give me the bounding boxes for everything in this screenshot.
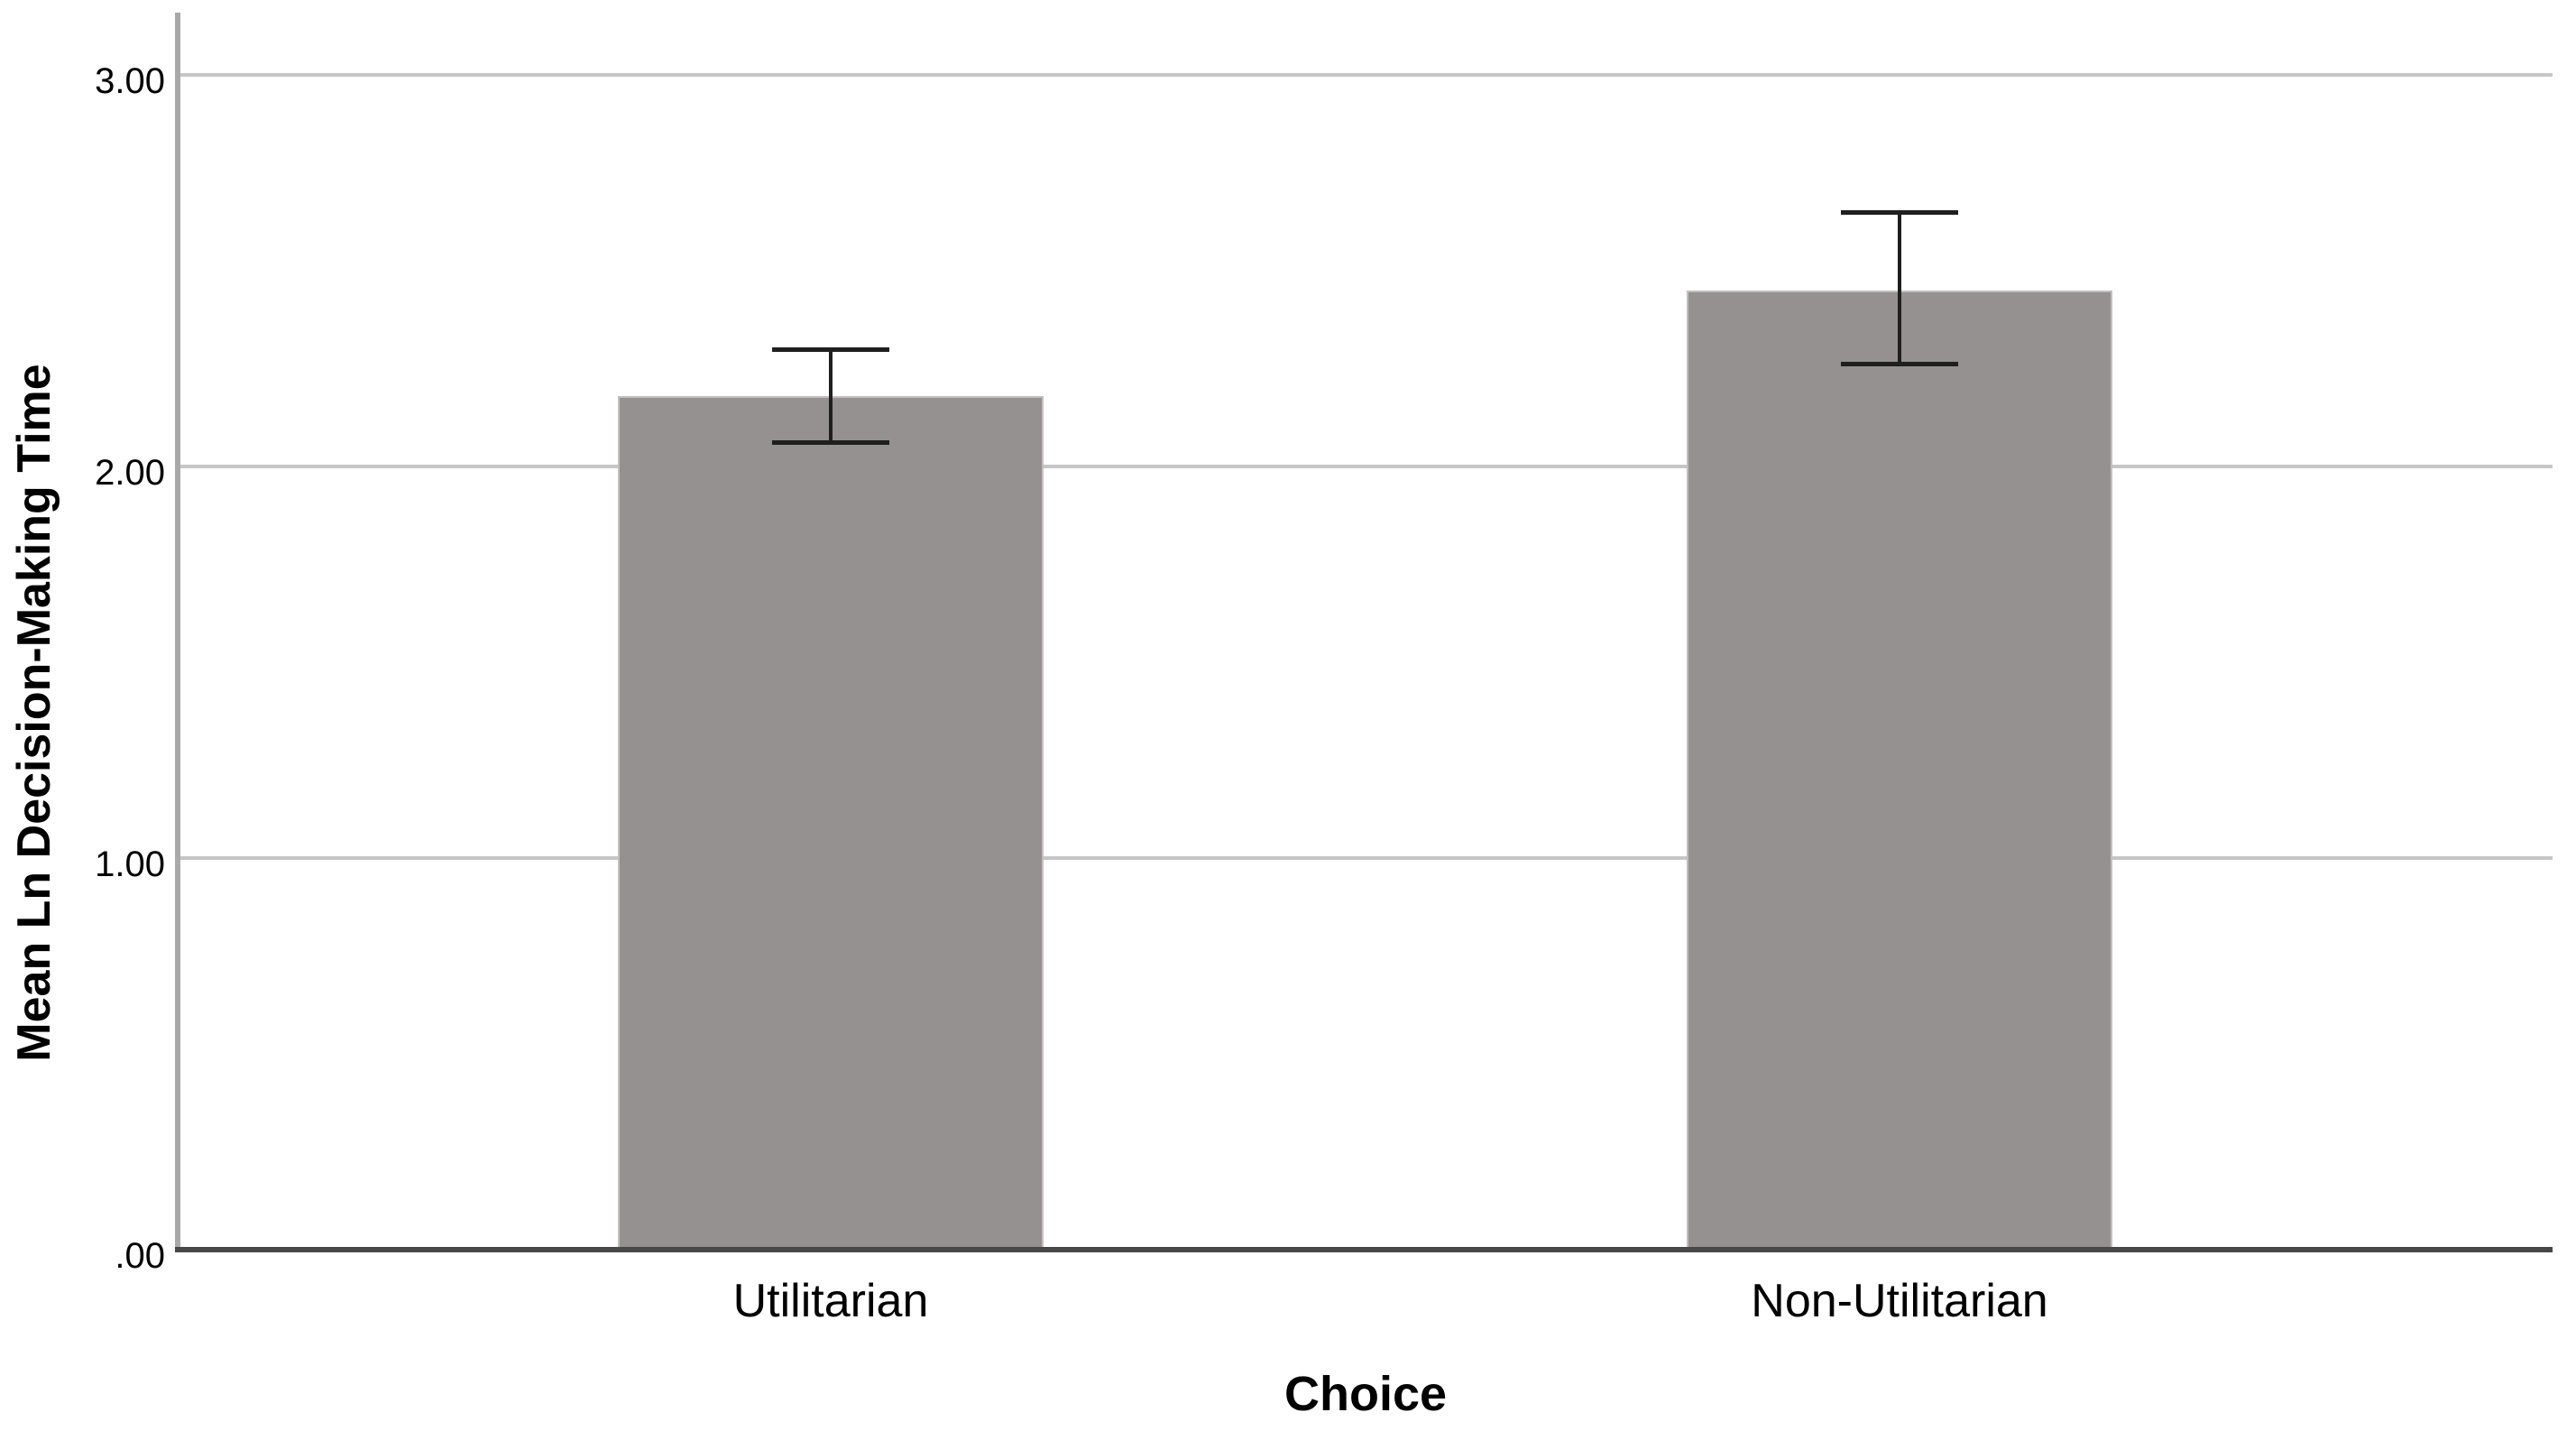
y-tick-label: 3.00 bbox=[95, 61, 165, 101]
error-bar-line bbox=[829, 349, 833, 443]
y-tick-label: 2.00 bbox=[95, 453, 165, 493]
error-bar-cap-bottom bbox=[1841, 362, 1958, 366]
gridline-y-100 bbox=[178, 856, 2553, 860]
x-axis-line bbox=[175, 1247, 2553, 1252]
x-axis-title: Choice bbox=[1283, 1367, 1448, 1421]
error-bar-cap-top bbox=[1841, 210, 1958, 215]
gridline-y-200 bbox=[178, 465, 2553, 468]
bar-utilitarian bbox=[618, 396, 1044, 1250]
error-bar-line bbox=[1898, 212, 1901, 365]
category-label-utilitarian: Utilitarian bbox=[732, 1275, 929, 1327]
y-axis-title: Mean Ln Decision-Making Time bbox=[8, 364, 60, 1062]
category-label-non-utilitarian: Non-Utilitarian bbox=[1751, 1275, 2048, 1327]
y-tick-label: 1.00 bbox=[95, 845, 165, 884]
error-bar-cap-top bbox=[772, 347, 889, 352]
bar-non-utilitarian bbox=[1687, 291, 2112, 1250]
error-bar-cap-bottom bbox=[772, 440, 889, 445]
y-tick-label: .00 bbox=[115, 1236, 165, 1276]
plot-area bbox=[178, 13, 2553, 1250]
gridline-y-300 bbox=[178, 73, 2553, 77]
y-axis-line bbox=[175, 13, 180, 1252]
